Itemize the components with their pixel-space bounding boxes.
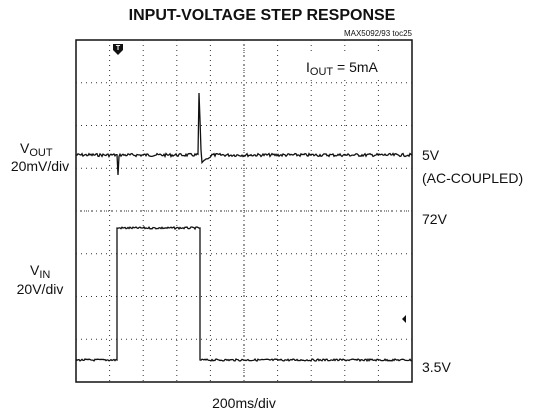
vin-label: VIN xyxy=(30,262,50,281)
time-scale: 200ms/div xyxy=(212,395,276,411)
vout-label: VOUT xyxy=(20,140,53,159)
vin-main: V xyxy=(30,262,40,278)
right-label: 3.5V xyxy=(422,359,451,375)
ground-marker xyxy=(402,315,406,323)
annotation-rest: = 5mA xyxy=(333,59,378,75)
vout-sub: OUT xyxy=(29,147,53,159)
vout-main: V xyxy=(20,140,30,156)
figure-id: MAX5092/93 toc25 xyxy=(344,29,413,38)
trigger-label: T xyxy=(116,45,121,52)
trigger-marker xyxy=(113,44,123,55)
annotation-main: I xyxy=(306,59,310,75)
right-label: 72V xyxy=(422,211,448,227)
annotation-sub: OUT xyxy=(310,66,334,78)
right-label: 5V xyxy=(422,147,440,163)
right-label: (AC-COUPLED) xyxy=(422,170,523,186)
annotation-box xyxy=(298,54,408,80)
vin-scale: 20V/div xyxy=(17,281,64,297)
vout-trace xyxy=(75,92,413,176)
annotation: IOUT = 5mA xyxy=(306,59,379,78)
vout-scale: 20mV/div xyxy=(11,158,69,174)
title: INPUT-VOLTAGE STEP RESPONSE xyxy=(129,7,396,24)
grid xyxy=(76,40,412,382)
vin-trace xyxy=(75,225,413,363)
vin-sub: IN xyxy=(39,269,50,281)
